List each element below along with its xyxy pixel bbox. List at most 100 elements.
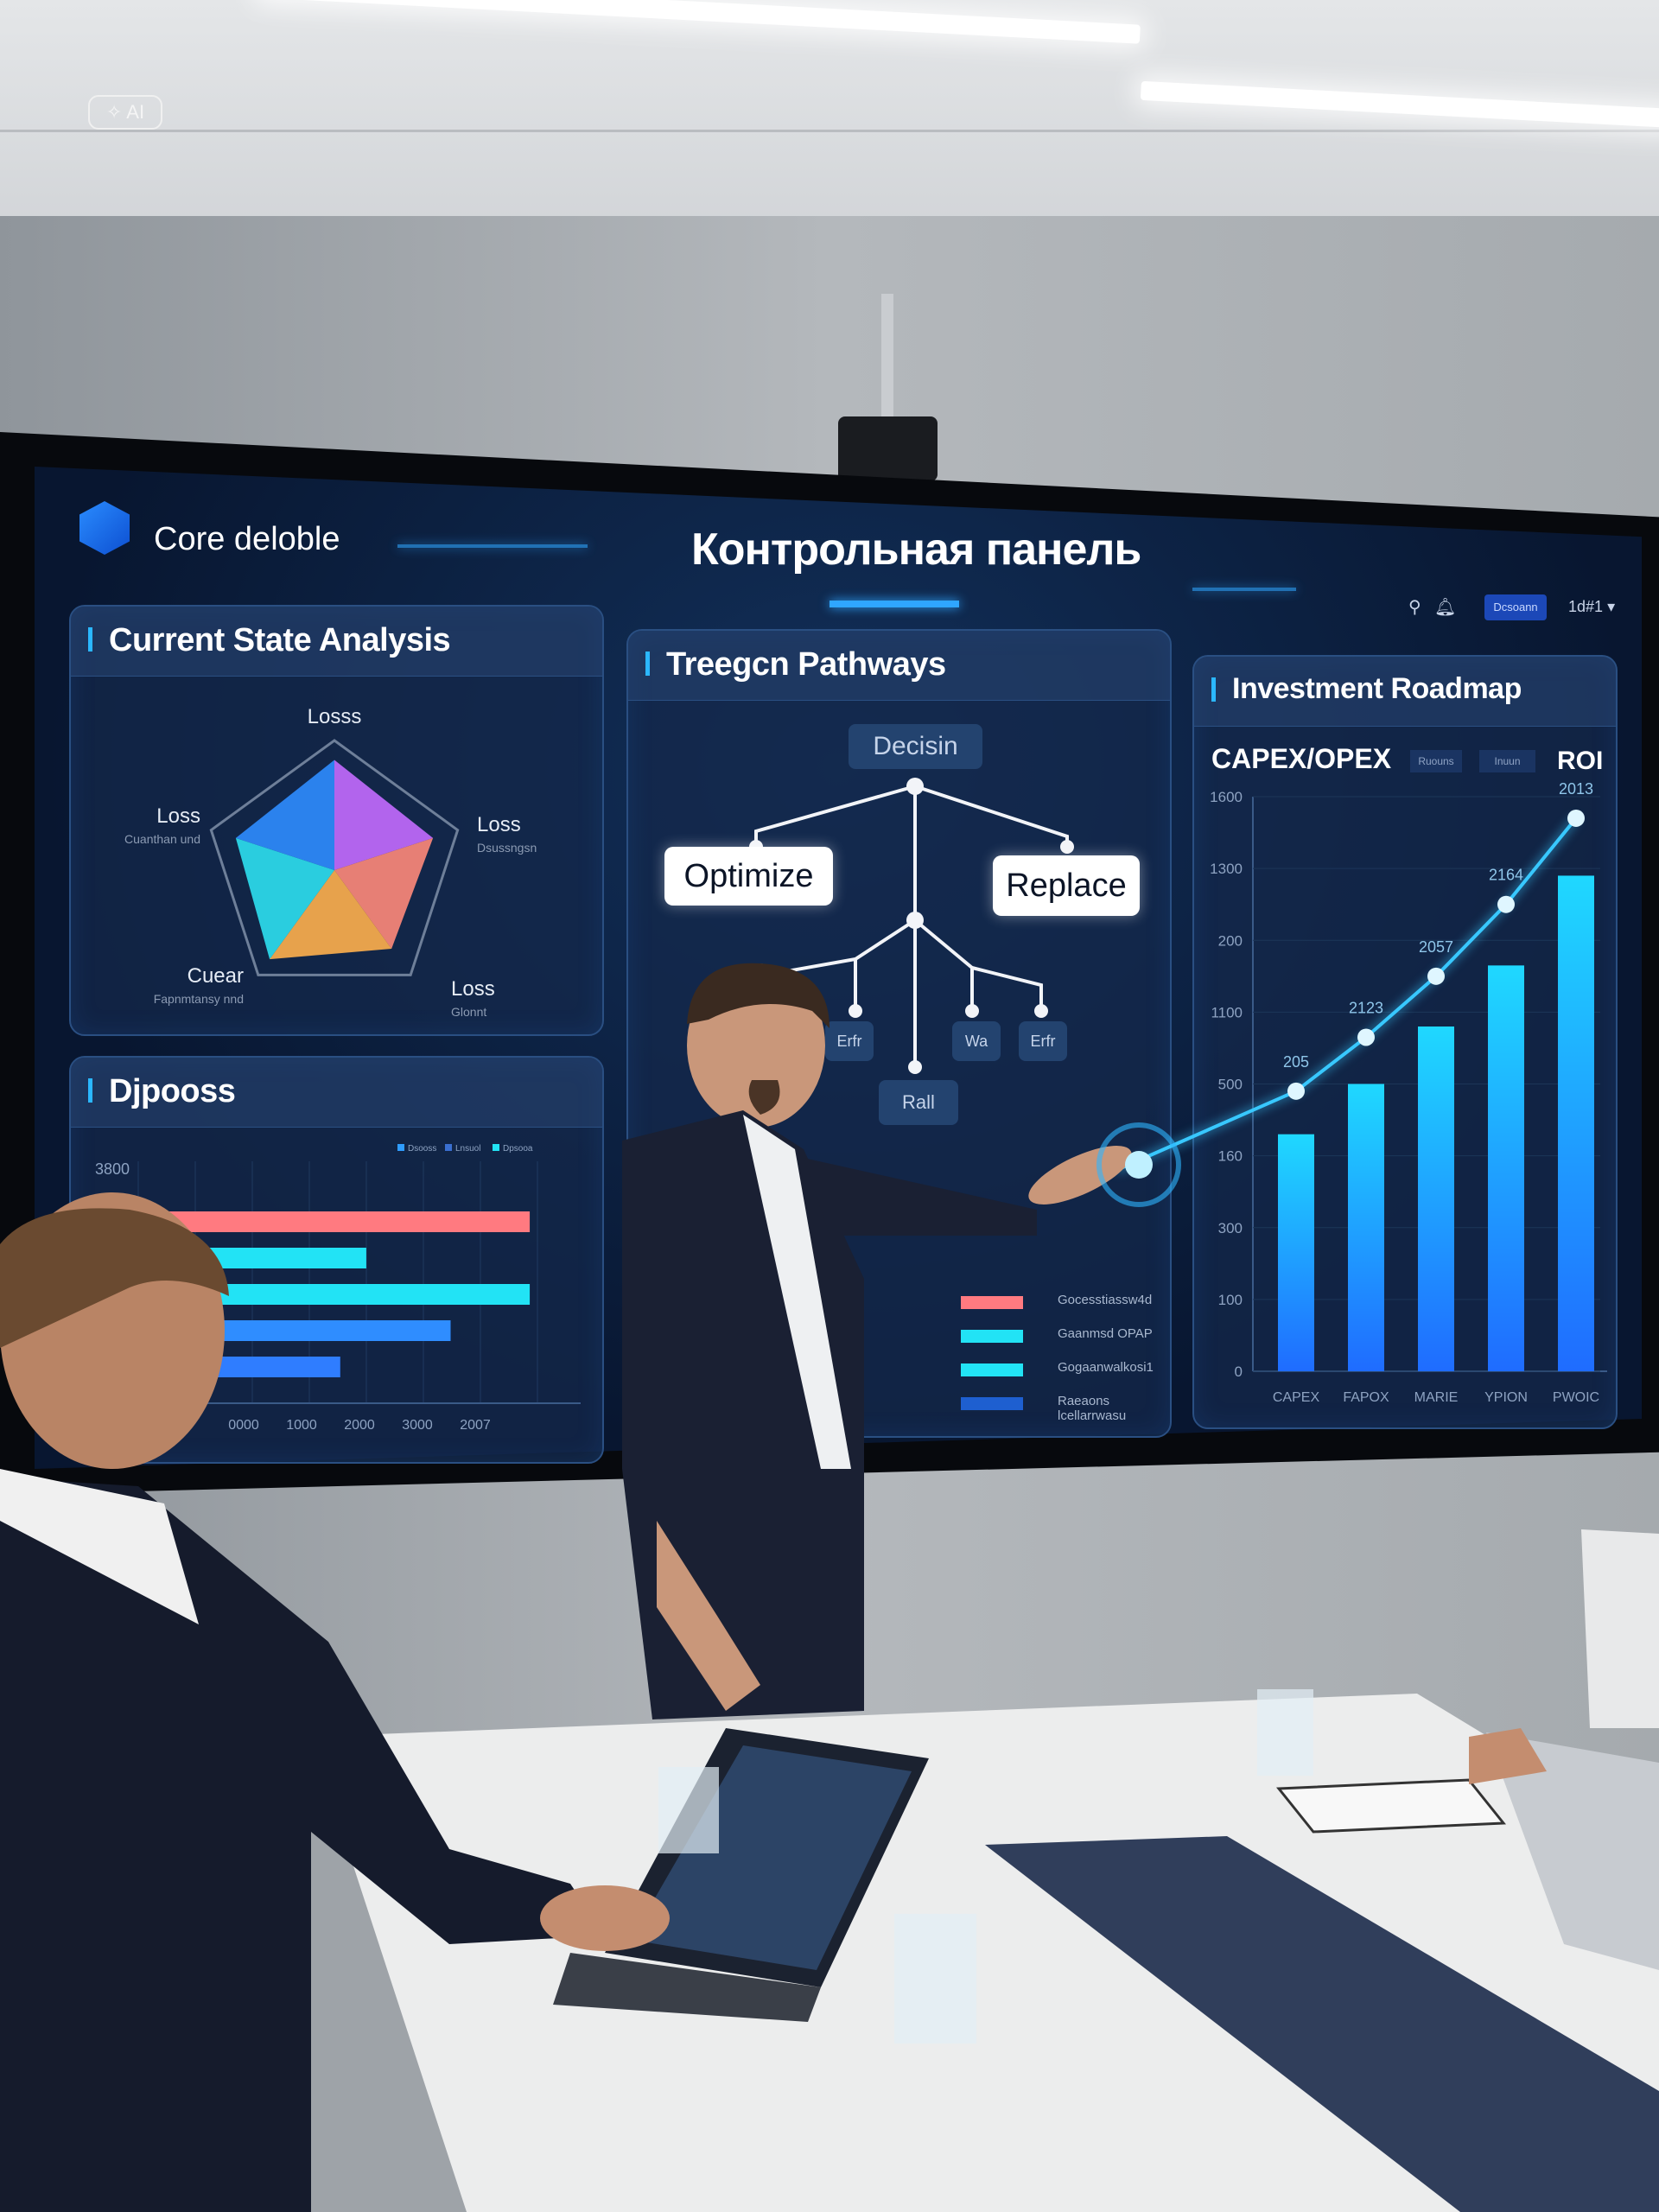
presenter [622, 963, 1132, 1719]
top-menu[interactable]: 1d#1 ▾ [1568, 598, 1615, 616]
listener [0, 1192, 670, 2212]
bar [1278, 1134, 1314, 1371]
pointer-glow [1096, 1122, 1181, 1207]
panel-title: Treegcn Pathways [666, 646, 946, 683]
legend-swatch [961, 1363, 1023, 1376]
radar-segment [334, 760, 434, 870]
y-tick-label: 0 [1235, 1363, 1243, 1380]
legend-label: Raeaons lcellarrwasu [1058, 1394, 1127, 1423]
tree-leaf[interactable]: Erfr [825, 1021, 874, 1061]
y-tick-label: 1100 [1211, 1004, 1243, 1020]
roi-point-label: 2123 [1349, 999, 1383, 1016]
legend-swatch [493, 1144, 499, 1151]
legend-swatch [961, 1296, 1023, 1309]
camera-mount [881, 294, 893, 423]
radar-segment [235, 837, 334, 960]
brand-name: Core deloble [154, 521, 340, 557]
roi-point-label: 2164 [1489, 867, 1523, 884]
bar [1418, 1027, 1454, 1371]
dashboard-title: Контрольная панель [691, 524, 1141, 575]
tree-node-bottom[interactable]: R⁠all [879, 1080, 958, 1125]
roi-point [1567, 809, 1585, 827]
sparkle-icon: ✧ [105, 101, 123, 123]
roi-point [1427, 967, 1445, 985]
radar-segment [235, 760, 334, 870]
bar [1488, 965, 1524, 1371]
chip[interactable]: Ruouns [1410, 750, 1462, 772]
radar-axis-label: Loss [477, 813, 521, 836]
x-tick-label: 1000 [286, 1418, 317, 1433]
x-tick-label: 2007 [460, 1418, 491, 1433]
radar-axis-label: Loss [156, 804, 200, 828]
panel-title: Current State Analysis [109, 622, 451, 658]
chip[interactable]: Inuun [1479, 750, 1535, 772]
radar-axis-sublabel: Fapnmtansy nnd [154, 992, 244, 1006]
ai-badge: ✧ AI [88, 95, 162, 130]
radar-axis-label: Loss [451, 977, 495, 1001]
tree-node-root[interactable]: Decisin [849, 724, 982, 769]
panel-current-state: Current State Analysis Losss Loss Dsussngs… [69, 605, 604, 1036]
panel-title: Investment Roadmap [1232, 672, 1522, 705]
conference-camera [838, 416, 938, 481]
legend-label: Gocesstiassw4d [1058, 1293, 1153, 1307]
y-tick-label: 160 [1218, 1148, 1243, 1165]
legend-swatch [397, 1144, 404, 1151]
tree-node-optimize[interactable]: Optimize [664, 847, 833, 906]
glass [894, 1914, 976, 2044]
x-tick-label: 3000 [402, 1418, 433, 1433]
y-tick-label: 3800 [95, 1160, 130, 1178]
chevron-down-icon: ▾ [1607, 598, 1616, 615]
bar [1348, 1084, 1384, 1371]
radar-axis-label: Cuear [188, 964, 244, 988]
roi-label: ROI [1557, 747, 1604, 775]
roi-point-label: 2013 [1559, 780, 1593, 798]
x-tick-label: YPION [1484, 1390, 1528, 1405]
right-laptop [1486, 1732, 1659, 1970]
legend-swatch [445, 1144, 452, 1151]
tree-leaf[interactable]: Wa [952, 1021, 1001, 1061]
radar-chart: Losss Loss Dsussngsn Loss Glonnt Cuear Fapnmta… [124, 705, 537, 1019]
bar [138, 1211, 531, 1232]
y-tick-label: 1300 [1210, 861, 1243, 877]
roi-line [1116, 817, 1578, 1173]
roadmap-subtitle: CAPEX/OPEX [1211, 743, 1392, 774]
clipboard [1275, 1778, 1507, 1834]
radar-axis-label: Losss [308, 705, 362, 728]
radar-grid [209, 739, 460, 976]
legend-label: Gogaanwalkosi1 [1058, 1360, 1154, 1375]
ai-badge-label: AI [126, 101, 145, 123]
glass [658, 1767, 719, 1853]
roi-point-label: 2057 [1419, 938, 1453, 956]
y-tick-label: 100 [1218, 1292, 1243, 1308]
investment-bar-chart: 1600 1300 200 1100 500 160 300 100 0 CAPEX FAPOX MA… [1116, 780, 1607, 1405]
bar [1558, 875, 1594, 1371]
y-tick-label: 1600 [1210, 789, 1243, 805]
tree-node-replace[interactable]: Replace [993, 855, 1140, 916]
tree-leaf[interactable]: Erfr [1019, 1021, 1067, 1061]
top-action-button[interactable]: Dcsoann [1484, 594, 1547, 620]
roi-point [1497, 895, 1515, 913]
legend-label: Dpsooa [503, 1144, 533, 1154]
user-icon[interactable]: ⚲ [1408, 598, 1421, 617]
radar-segment [334, 837, 434, 950]
notification-icon[interactable]: 🔔︎ [1434, 598, 1457, 617]
x-tick-label: CAPEX [1273, 1390, 1320, 1405]
radar-axis-sublabel: Glonnt [451, 1005, 486, 1019]
x-tick-label: 0000 [228, 1418, 259, 1433]
glass [1257, 1689, 1313, 1776]
legend-swatch [961, 1330, 1023, 1343]
radar-axis-sublabel: Dsussngsn [477, 841, 537, 855]
radar-segment [270, 870, 392, 960]
panel-title: Djpooss [109, 1073, 236, 1109]
legend-swatch [961, 1397, 1023, 1410]
legend-label: Dsooss [408, 1144, 436, 1154]
x-tick-label: MARIE [1414, 1390, 1459, 1405]
y-tick-label: 200 [1218, 932, 1243, 949]
top-menu-label: 1d#1 [1568, 598, 1604, 615]
x-tick-label: 2000 [344, 1418, 375, 1433]
roi-point-label: 205 [1283, 1053, 1309, 1071]
roi-point [1357, 1028, 1375, 1046]
y-tick-label: 300 [1218, 1220, 1243, 1236]
x-tick-label: FAPOX [1343, 1390, 1389, 1405]
